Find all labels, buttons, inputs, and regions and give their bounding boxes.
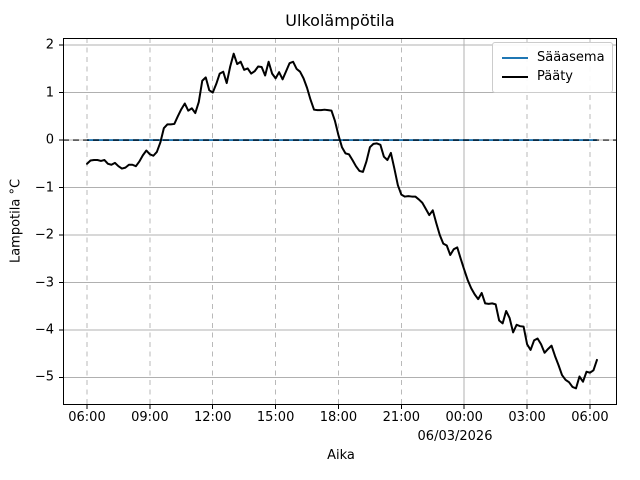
y-tick-label: −2 xyxy=(34,227,54,243)
x-tick-label: 15:00 xyxy=(256,410,295,425)
y-tick-label: −4 xyxy=(34,322,54,338)
legend-line-sample-black xyxy=(502,75,528,78)
y-tick-label: 0 xyxy=(45,132,54,148)
y-tick-label: 1 xyxy=(45,85,54,101)
chart-title: Ulkolämpötila xyxy=(285,11,395,30)
x-tick-label: 06:00 xyxy=(68,410,106,425)
legend-item-saaasema: Sääasema xyxy=(502,48,605,67)
y-tick-label: 2 xyxy=(45,37,54,53)
x-tick-label: 09:00 xyxy=(131,410,169,425)
legend-item-paaty: Pääty xyxy=(502,67,603,86)
y-tick-label: −3 xyxy=(34,275,54,290)
y-tick-label: −1 xyxy=(34,180,54,196)
plot-border xyxy=(63,38,617,405)
series-paaty-line xyxy=(86,52,598,390)
x-tick-label: 00:00 xyxy=(445,410,483,425)
x-tick-label: 21:00 xyxy=(382,410,421,425)
x-axis-label: Aika xyxy=(327,448,355,463)
x-tick-label: 06:00 xyxy=(571,410,609,425)
x-tick-label: 18:00 xyxy=(319,410,358,425)
legend-line-sample-blue xyxy=(502,56,528,59)
x-axis-date-label: 06/03/2026 xyxy=(417,429,493,444)
x-tick-label: 12:00 xyxy=(194,410,232,425)
y-tick-label: −5 xyxy=(34,369,54,385)
legend: Sääasema Pääty xyxy=(492,42,613,93)
legend-item-label: Sääasema xyxy=(537,50,605,65)
x-tick-label: 03:00 xyxy=(508,410,546,425)
legend-item-label: Pääty xyxy=(537,69,573,84)
